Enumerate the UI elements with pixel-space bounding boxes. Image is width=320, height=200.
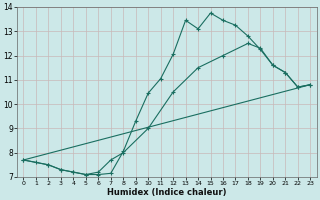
X-axis label: Humidex (Indice chaleur): Humidex (Indice chaleur): [107, 188, 227, 197]
